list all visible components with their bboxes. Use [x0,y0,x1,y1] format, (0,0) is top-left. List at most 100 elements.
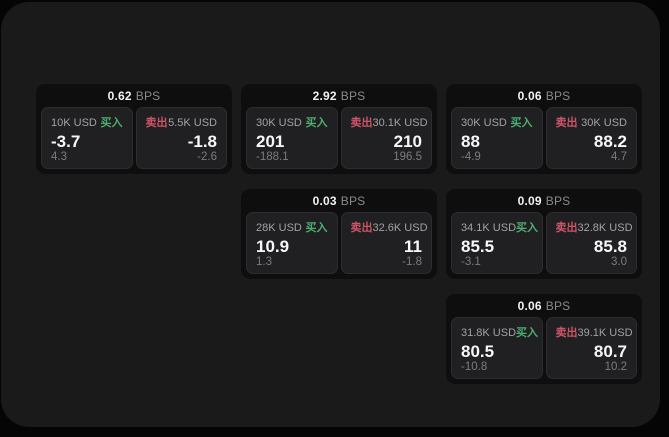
sell-side-label: 卖出 [145,117,168,129]
buy-amount: 31.8K USD [461,327,517,339]
buy-side-label: 买入 [305,222,328,234]
bps-unit-label: BPS [545,88,571,103]
buy-price: -3.7 [51,131,81,151]
buy-side-label: 买入 [100,117,123,129]
bps-value: 0.06 [517,88,542,103]
buy-price: 10.9 [256,236,290,256]
buy-tile-top: 34.1K USD 买入 [461,219,538,235]
bps-value: 2.92 [312,88,337,103]
quote-card: 0.09 BPS 34.1K USD 买入 85.5 -3.1 卖出 32.8K… [446,189,642,279]
bps-header: 0.06 BPS [451,84,637,107]
sell-tile-top: 卖出 30.1K USD [350,114,428,130]
sell-tile[interactable]: 卖出 39.1K USD 80.7 10.2 [545,317,637,379]
buy-sub-value: -188.1 [256,150,289,163]
sell-amount: 30K USD [581,117,627,129]
sell-sub-value: 196.5 [393,150,422,163]
buy-sub-value: 1.3 [256,255,272,268]
sell-tile-top: 卖出 32.8K USD [555,219,633,235]
buy-tile[interactable]: 30K USD 买入 201 -188.1 [246,107,338,169]
buy-tile[interactable]: 30K USD 买入 88 -4.9 [451,107,543,169]
sell-tile-top: 卖出 39.1K USD [555,324,633,340]
sell-amount: 30.1K USD [372,117,428,129]
buy-sub-value: -4.9 [461,150,481,163]
sell-sub-value: 10.2 [604,360,627,373]
buy-price: 88 [461,131,480,151]
buy-tile[interactable]: 10K USD 买入 -3.7 4.3 [41,107,133,169]
sell-tile[interactable]: 卖出 32.6K USD 11 -1.8 [340,212,432,274]
sell-side-label: 卖出 [350,117,373,129]
bps-unit-label: BPS [340,88,366,103]
buy-side-label: 买入 [510,117,533,129]
buy-sub-value: -10.8 [461,360,488,373]
quote-card: 0.06 BPS 30K USD 买入 88 -4.9 卖出 30K USD [446,84,642,174]
sell-side-label: 卖出 [555,117,578,129]
buy-tile-top: 10K USD 买入 [51,114,123,130]
buy-tile-top: 28K USD 买入 [256,219,328,235]
sell-tile[interactable]: 卖出 30K USD 88.2 4.7 [545,107,637,169]
quote-card: 0.62 BPS 10K USD 买入 -3.7 4.3 卖出 5.5K USD [36,84,232,174]
bps-value: 0.03 [312,193,337,208]
tile-row: 30K USD 买入 88 -4.9 卖出 30K USD 88.2 4.7 [451,107,637,169]
sell-tile[interactable]: 卖出 30.1K USD 210 196.5 [340,107,432,169]
quote-card: 0.06 BPS 31.8K USD 买入 80.5 -10.8 卖出 39.1… [446,294,642,384]
bps-header: 0.06 BPS [451,294,637,317]
quote-card: 0.03 BPS 28K USD 买入 10.9 1.3 卖出 32.6K US… [241,189,437,279]
sell-tile-top: 卖出 30K USD [556,114,628,130]
tile-row: 28K USD 买入 10.9 1.3 卖出 32.6K USD 11 -1.8 [246,212,432,274]
bps-unit-label: BPS [545,193,571,208]
buy-tile-top: 31.8K USD 买入 [461,324,538,340]
buy-side-label: 买入 [516,327,539,339]
sell-side-label: 卖出 [350,222,373,234]
sell-price: -1.8 [187,131,217,151]
bps-header: 0.09 BPS [451,189,637,212]
buy-amount: 30K USD [256,117,302,129]
buy-price: 85.5 [461,236,495,256]
sell-amount: 39.1K USD [577,327,633,339]
sell-tile-top: 卖出 5.5K USD [146,114,218,130]
buy-sub-value: -3.1 [461,255,481,268]
buy-tile[interactable]: 34.1K USD 买入 85.5 -3.1 [451,212,543,274]
bps-value: 0.06 [517,298,542,313]
buy-price: 201 [256,131,285,151]
sell-price: 210 [393,131,422,151]
buy-sub-value: 4.3 [51,150,67,163]
buy-tile[interactable]: 28K USD 买入 10.9 1.3 [246,212,338,274]
bps-unit-label: BPS [545,298,571,313]
buy-amount: 34.1K USD [461,222,517,234]
sell-amount: 32.6K USD [372,222,428,234]
buy-tile-top: 30K USD 买入 [461,114,533,130]
buy-amount: 10K USD [51,117,97,129]
sell-price: 85.8 [593,236,627,256]
sell-sub-value: -2.6 [197,150,217,163]
buy-tile-top: 30K USD 买入 [256,114,328,130]
sell-price: 80.7 [593,341,627,361]
buy-side-label: 买入 [516,222,539,234]
buy-amount: 28K USD [256,222,302,234]
quote-card: 2.92 BPS 30K USD 买入 201 -188.1 卖出 30.1K … [241,84,437,174]
sell-sub-value: -1.8 [402,255,422,268]
sell-sub-value: 3.0 [611,255,627,268]
sell-price: 11 [404,236,422,256]
bps-value: 0.09 [517,193,542,208]
tile-row: 10K USD 买入 -3.7 4.3 卖出 5.5K USD -1.8 -2.… [41,107,227,169]
bps-header: 2.92 BPS [246,84,432,107]
quote-card-grid: 0.62 BPS 10K USD 买入 -3.7 4.3 卖出 5.5K USD [36,84,642,384]
sell-side-label: 卖出 [555,222,578,234]
bps-unit-label: BPS [340,193,366,208]
sell-tile[interactable]: 卖出 5.5K USD -1.8 -2.6 [135,107,227,169]
main-panel: 0.62 BPS 10K USD 买入 -3.7 4.3 卖出 5.5K USD [1,2,660,427]
sell-amount: 5.5K USD [168,117,217,129]
bps-value: 0.62 [107,88,132,103]
buy-side-label: 买入 [305,117,328,129]
sell-tile-top: 卖出 32.6K USD [350,219,428,235]
buy-amount: 30K USD [461,117,507,129]
sell-sub-value: 4.7 [611,150,627,163]
bps-header: 0.03 BPS [246,189,432,212]
buy-tile[interactable]: 31.8K USD 买入 80.5 -10.8 [451,317,543,379]
bps-unit-label: BPS [135,88,161,103]
sell-side-label: 卖出 [555,327,578,339]
tile-row: 31.8K USD 买入 80.5 -10.8 卖出 39.1K USD 80.… [451,317,637,379]
bps-header: 0.62 BPS [41,84,227,107]
tile-row: 30K USD 买入 201 -188.1 卖出 30.1K USD 210 1… [246,107,432,169]
sell-tile[interactable]: 卖出 32.8K USD 85.8 3.0 [545,212,637,274]
